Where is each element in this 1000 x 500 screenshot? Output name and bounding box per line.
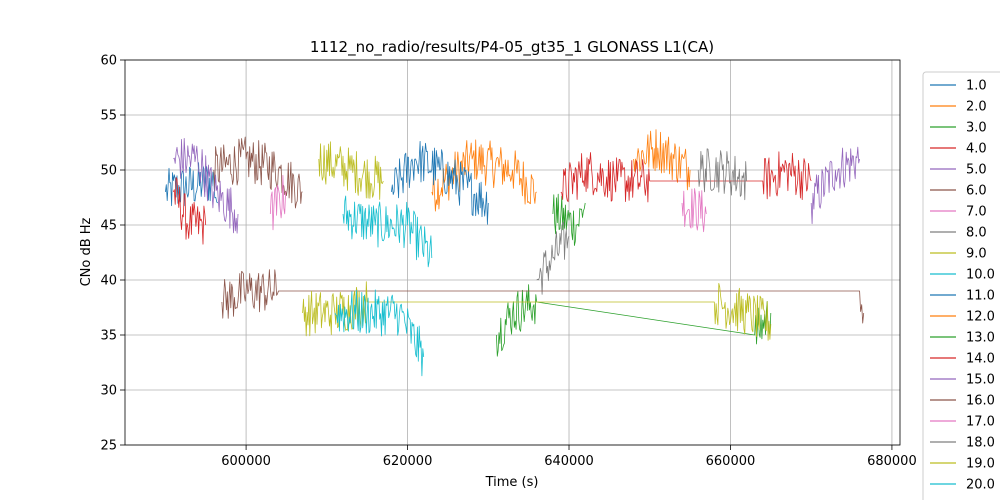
- legend-label: 8.0: [966, 226, 987, 241]
- legend-label: 3.0: [966, 121, 987, 136]
- y-axis-ticks: 25 30 35 40 45 50 55 60: [100, 54, 125, 454]
- series-line-12-0: [633, 129, 691, 191]
- y-tick-label: 25: [100, 439, 117, 454]
- legend-label: 9.0: [966, 247, 987, 262]
- y-tick-label: 50: [100, 164, 117, 179]
- series-line-7-0: [681, 188, 707, 233]
- series-line-1-0: [165, 162, 219, 207]
- legend-label: 18.0: [966, 436, 995, 451]
- series-lines: [165, 129, 865, 377]
- legend-label: 14.0: [966, 352, 995, 367]
- legend-label: 5.0: [966, 163, 987, 178]
- legend-label: 10.0: [966, 268, 995, 283]
- x-axis-label: Time (s): [485, 475, 539, 490]
- x-tick-label: 640000: [544, 454, 594, 469]
- series-line-16-0: [221, 269, 865, 324]
- legend-label: 2.0: [966, 100, 987, 115]
- legend-label: 17.0: [966, 415, 995, 430]
- y-tick-label: 30: [100, 384, 117, 399]
- series-line-15-0: [173, 138, 239, 234]
- series-line-19-0: [302, 281, 772, 341]
- legend-label: 4.0: [966, 142, 987, 157]
- series-line-11-0: [391, 141, 489, 225]
- series-line-10-0: [342, 195, 433, 268]
- legend-label: 11.0: [966, 289, 995, 304]
- legend-label: 1.0: [966, 79, 987, 94]
- chart-title: 1112_no_radio/results/P4-05_gt35_1 GLONA…: [310, 38, 714, 57]
- x-tick-label: 620000: [383, 454, 433, 469]
- y-tick-label: 45: [100, 219, 117, 234]
- series-line-3-0: [552, 193, 586, 246]
- series-line-2-0: [431, 139, 537, 212]
- series-line-5-0: [810, 146, 860, 225]
- series-line-20-0: [334, 289, 425, 377]
- series-line-6-0: [213, 136, 303, 209]
- x-tick-label: 660000: [706, 454, 756, 469]
- series-line-4-0: [173, 177, 207, 245]
- legend-label: 12.0: [966, 310, 995, 325]
- series-line-18-0: [697, 148, 747, 201]
- y-tick-label: 60: [100, 54, 117, 69]
- legend-label: 20.0: [966, 478, 995, 493]
- legend-label: 6.0: [966, 184, 987, 199]
- plot-frame: [124, 59, 901, 446]
- series-line-9-0: [318, 141, 384, 200]
- y-tick-label: 55: [100, 109, 117, 124]
- series-line-13-0: [496, 284, 772, 357]
- legend-label: 15.0: [966, 373, 995, 388]
- y-tick-label: 35: [100, 329, 117, 344]
- legend: 1.0 2.0 3.0 4.0 5.0 6.0 7.0 8.0 9.0 10.0 11.0 12.0 1…: [922, 71, 1000, 500]
- legend-label: 13.0: [966, 331, 995, 346]
- x-tick-label: 600000: [221, 454, 271, 469]
- y-axis-label: CNo dB Hz: [79, 217, 94, 286]
- legend-label: 16.0: [966, 394, 995, 409]
- legend-box: [922, 71, 1000, 500]
- legend-label: 7.0: [966, 205, 987, 220]
- x-axis-ticks: 600000 620000 640000 660000 680000: [221, 445, 917, 469]
- series-line-17-0: [269, 175, 287, 231]
- legend-label: 19.0: [966, 457, 995, 472]
- x-tick-label: 680000: [867, 454, 917, 469]
- series-line-8-0: [536, 221, 570, 295]
- y-tick-label: 40: [100, 274, 117, 289]
- series-line-14-0: [560, 151, 812, 203]
